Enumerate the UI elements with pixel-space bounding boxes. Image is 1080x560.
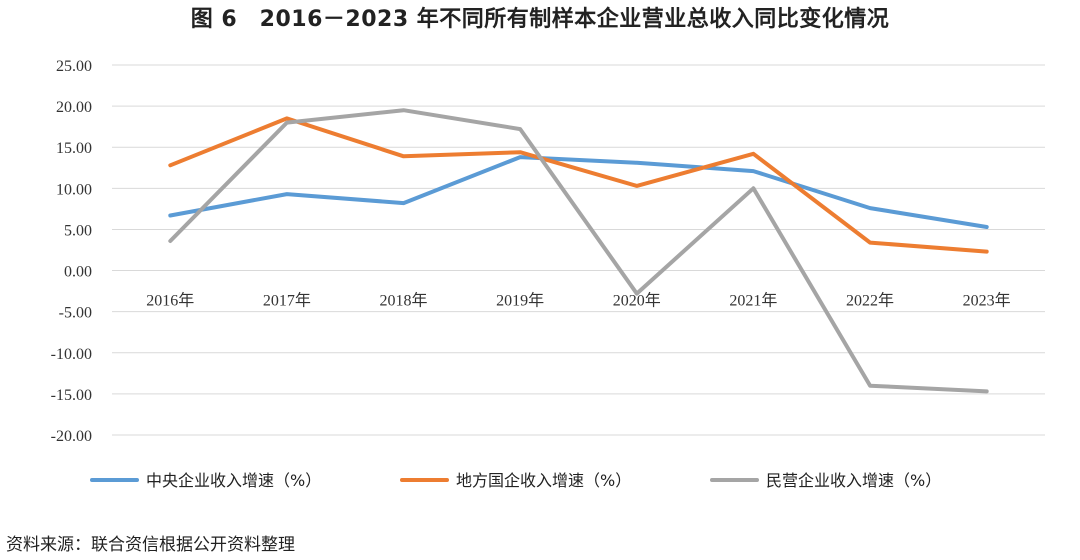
legend-label: 民营企业收入增速（%） bbox=[766, 471, 941, 490]
y-tick-label: -10.00 bbox=[51, 346, 92, 363]
legend-label: 地方国企收入增速（%） bbox=[456, 471, 631, 490]
y-tick-label: 5.00 bbox=[64, 222, 92, 239]
y-tick-label: 10.00 bbox=[56, 181, 92, 198]
y-tick-label: 25.00 bbox=[56, 58, 92, 75]
x-tick-label: 2021年 bbox=[729, 292, 777, 310]
series-line-1 bbox=[168, 155, 989, 229]
grid-lines bbox=[112, 64, 1045, 436]
series-line-3 bbox=[168, 108, 989, 394]
x-axis-tick-labels: 2016年 2017年 2018年 2019年 2020年 2021年 2022年 2023年 bbox=[146, 292, 1010, 310]
series-line-2 bbox=[168, 116, 989, 254]
x-tick-label: 2020年 bbox=[613, 292, 661, 310]
series-lines bbox=[168, 108, 989, 394]
y-axis-tick-labels: 25.00 20.00 15.00 10.00 5.00 0.00 -5.00 -10.00 -… bbox=[51, 58, 92, 445]
x-tick-label: 2016年 bbox=[146, 292, 194, 310]
x-tick-label: 2022年 bbox=[846, 292, 894, 310]
y-tick-label: 15.00 bbox=[56, 140, 92, 157]
x-tick-label: 2017年 bbox=[263, 292, 311, 310]
x-tick-label: 2018年 bbox=[380, 292, 428, 310]
legend-label: 中央企业收入增速（%） bbox=[146, 471, 321, 490]
y-tick-label: -5.00 bbox=[59, 305, 92, 322]
chart-title: 图 6 2016－2023 年不同所有制样本企业营业总收入同比变化情况 bbox=[190, 7, 890, 32]
y-tick-label: -15.00 bbox=[51, 387, 92, 404]
x-tick-label: 2023年 bbox=[963, 292, 1011, 310]
x-tick-label: 2019年 bbox=[496, 292, 544, 310]
y-tick-label: 20.00 bbox=[56, 99, 92, 116]
line-chart: 25.00 20.00 15.00 10.00 5.00 0.00 -5.00 -10.00 -… bbox=[51, 58, 1045, 490]
y-tick-label: -20.00 bbox=[51, 428, 92, 445]
y-tick-label: 0.00 bbox=[64, 264, 92, 281]
legend: 中央企业收入增速（%） 地方国企收入增速（%） 民营企业收入增速（%） bbox=[90, 471, 941, 490]
source-note: 资料来源：联合资信根据公开资料整理 bbox=[6, 535, 295, 555]
